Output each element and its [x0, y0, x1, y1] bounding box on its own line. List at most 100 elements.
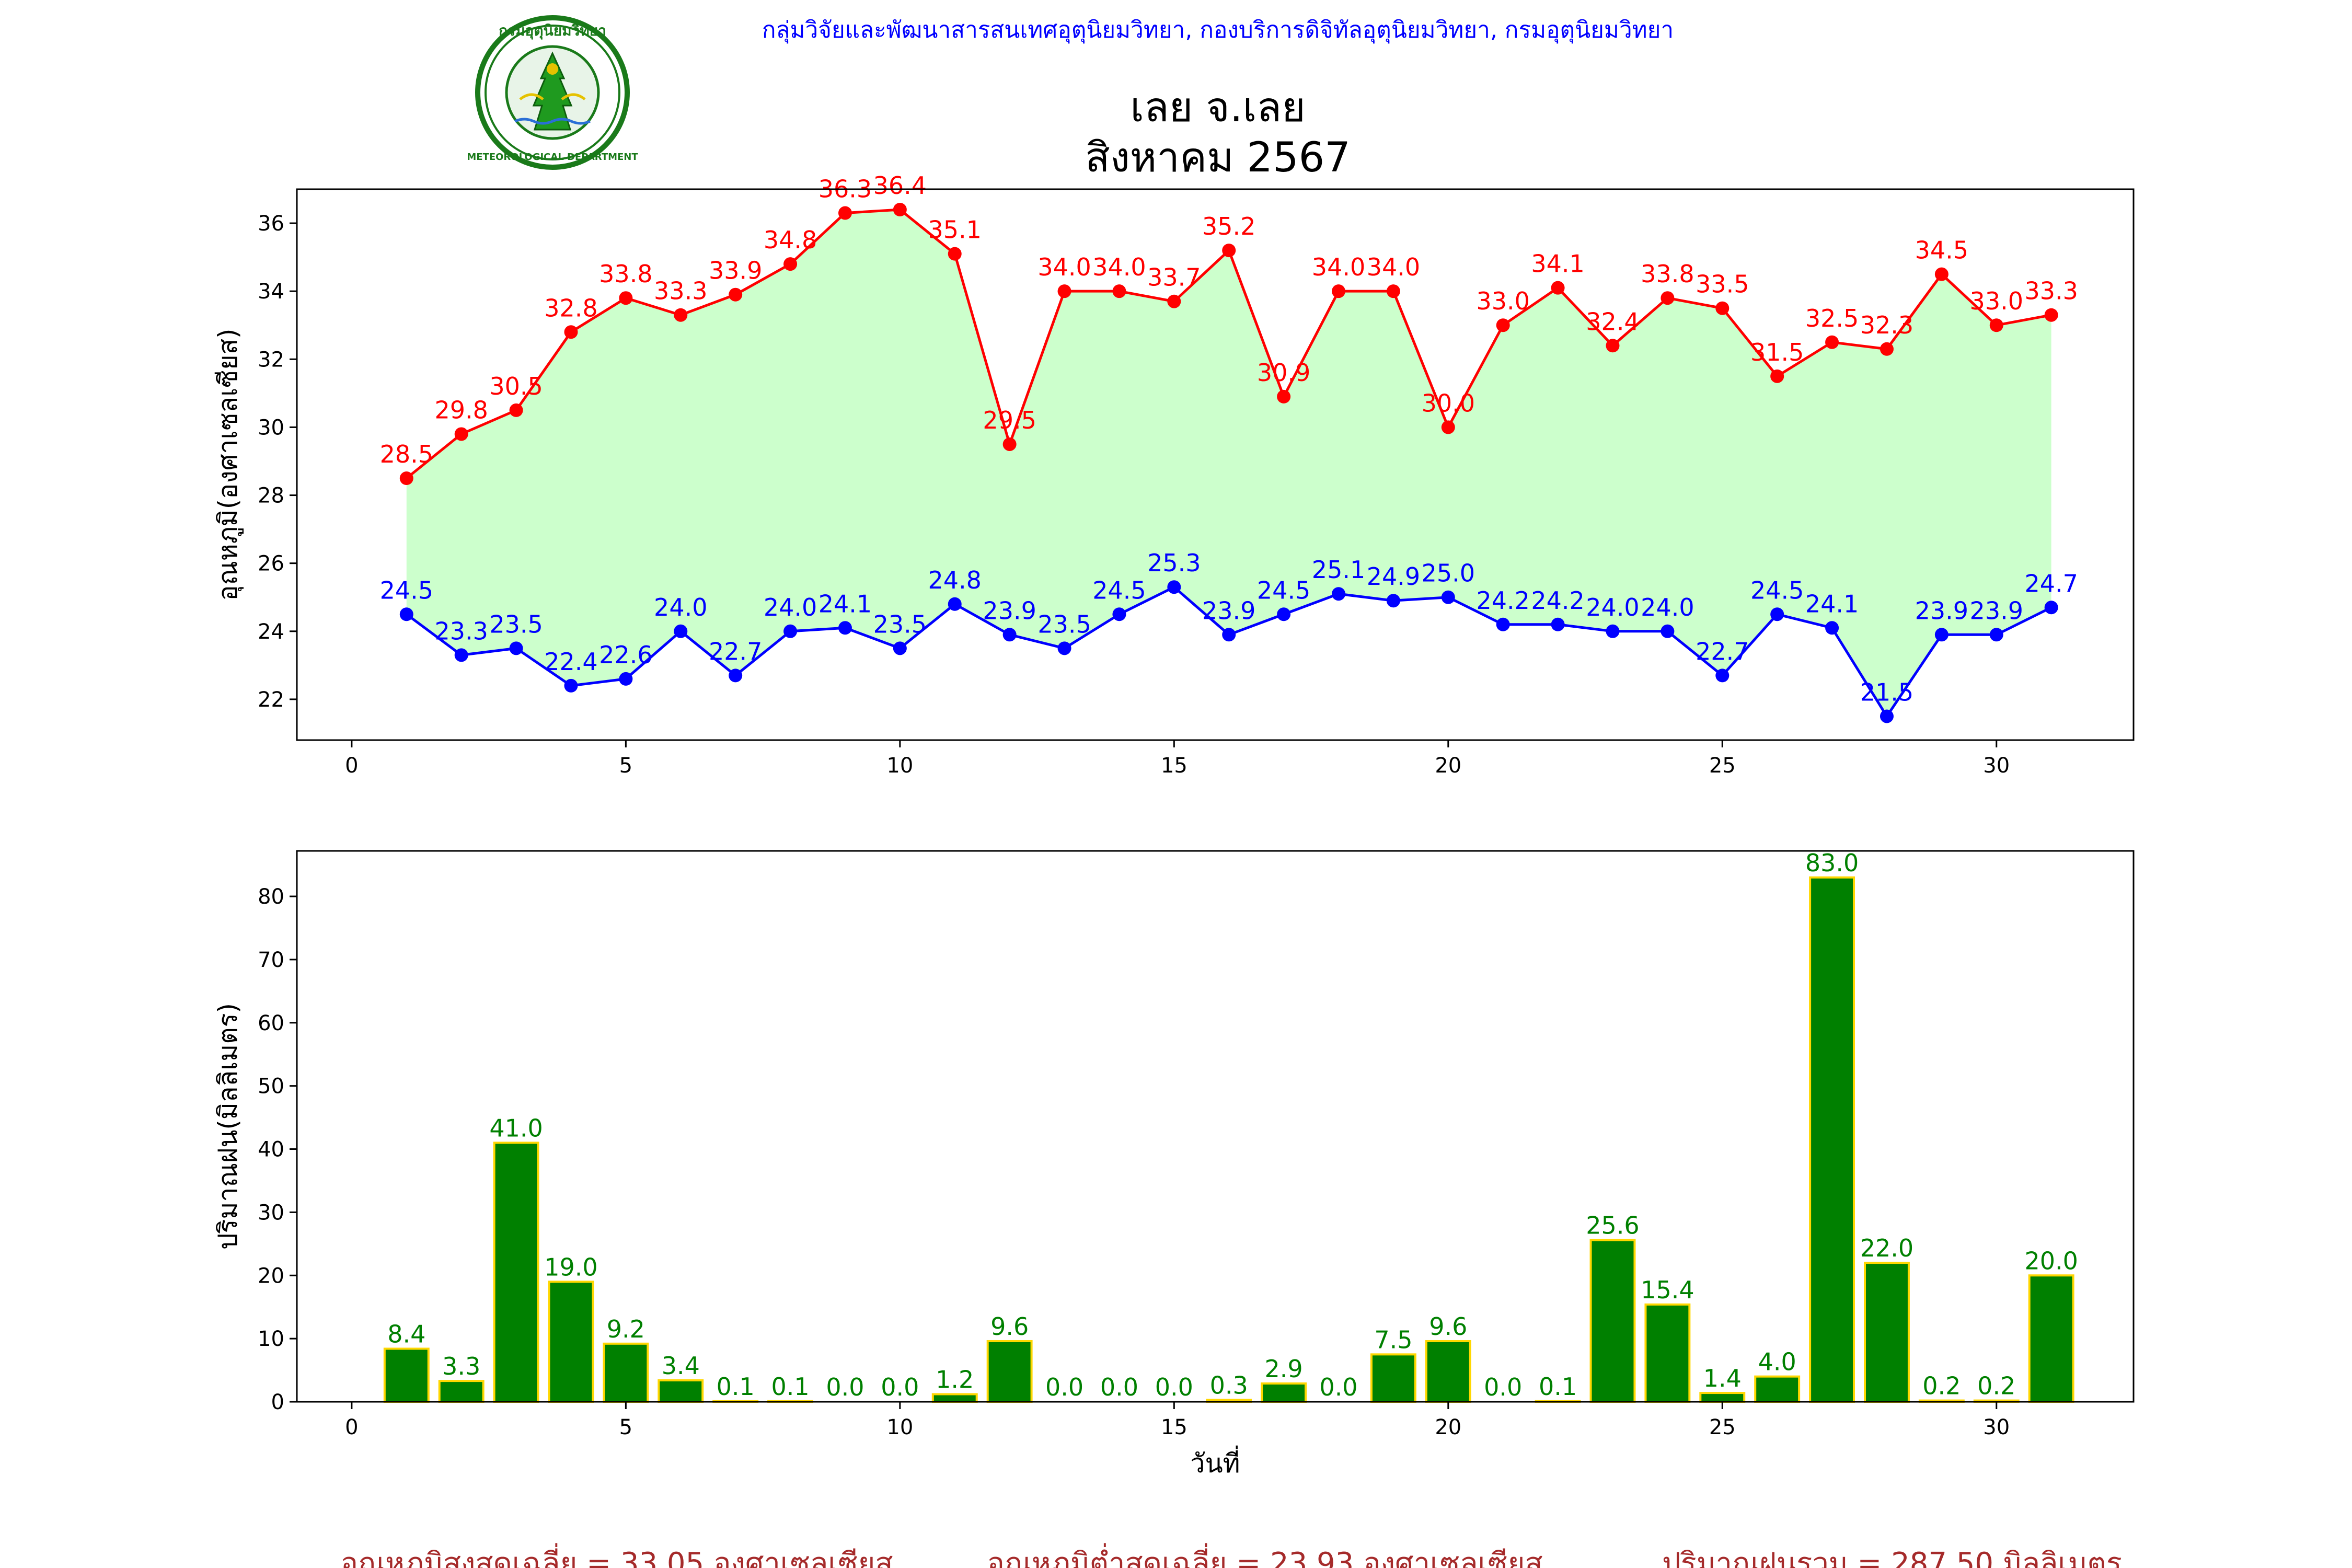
max-temp-data-label: 34.1	[1531, 250, 1584, 278]
max-temp-data-label: 32.3	[1860, 311, 1913, 339]
max-temp-point	[2044, 308, 2058, 322]
min-temp-point	[509, 641, 523, 655]
max-temp-data-label: 32.5	[1805, 304, 1859, 332]
min-temp-data-label: 23.9	[1202, 596, 1255, 625]
max-temp-data-label: 33.9	[709, 257, 762, 285]
rain-bar-data-label: 19.0	[544, 1253, 597, 1281]
chart-title-station: เลย จ.เลย	[1130, 84, 1306, 131]
rainfall-x-tick-label: 30	[1983, 1415, 2010, 1439]
rain-bar	[548, 1281, 594, 1403]
temperature-x-tick-label: 25	[1709, 754, 1736, 778]
min-temp-point	[1715, 668, 1730, 683]
rain-bar-data-label: 3.4	[662, 1352, 700, 1380]
rain-bar-data-label: 0.1	[1539, 1373, 1577, 1401]
max-temp-point	[1715, 301, 1730, 315]
meteorological-department-logo: กรมอุตุนิยมวิทยา METEOROLOGICAL DEPARTME…	[467, 15, 638, 170]
rain-bar	[1425, 1340, 1471, 1403]
temperature-x-tick-label: 5	[619, 754, 632, 778]
rain-bar	[1370, 1353, 1416, 1403]
min-temp-point	[1551, 617, 1565, 631]
min-temp-data-label: 24.0	[1586, 593, 1639, 621]
rainfall-x-tick-label: 0	[345, 1415, 358, 1439]
max-temp-point	[1880, 342, 1894, 356]
rain-bar-data-label: 1.4	[1703, 1364, 1742, 1392]
rain-bar-data-label: 7.5	[1374, 1325, 1412, 1354]
min-temp-point	[1002, 628, 1017, 642]
temperature-y-tick-label: 34	[258, 280, 284, 304]
rain-bar	[1644, 1303, 1691, 1403]
rain-bar-data-label: 8.4	[387, 1320, 425, 1348]
max-temp-point	[674, 308, 688, 322]
min-temp-point	[454, 648, 468, 662]
max-temp-data-label: 31.5	[1750, 338, 1804, 366]
max-temp-point	[454, 427, 468, 441]
summary-avg-max-temp: อุณหภูมิสูงสุดเฉลี่ย = 33.05 องศาเซลเซีย…	[340, 1543, 893, 1568]
max-temp-data-label: 29.8	[434, 396, 488, 424]
min-temp-point	[1934, 628, 1949, 642]
rain-bar	[986, 1340, 1033, 1403]
max-temp-point	[729, 287, 743, 302]
rainfall-y-axis-label: ปริมาณฝน(มิลลิเมตร)	[213, 1003, 243, 1250]
rainfall-y-tick-label: 20	[258, 1264, 284, 1288]
min-temp-data-label: 22.7	[709, 637, 762, 665]
max-temp-point	[1496, 318, 1510, 332]
max-temp-data-label: 34.8	[764, 226, 817, 254]
max-temp-data-label: 33.3	[2024, 277, 2078, 305]
min-temp-data-label: 23.9	[1970, 596, 2023, 625]
rain-bar-data-label: 15.4	[1641, 1276, 1694, 1304]
min-temp-data-label: 24.5	[1750, 576, 1804, 604]
max-temp-data-label: 34.5	[1915, 236, 1968, 264]
rain-bar-data-label: 9.6	[990, 1312, 1029, 1341]
max-temp-data-label: 35.2	[1202, 212, 1255, 240]
min-temp-point	[1661, 624, 1675, 638]
max-temp-point	[399, 471, 413, 486]
min-temp-data-label: 25.3	[1147, 549, 1201, 577]
max-temp-data-label: 34.0	[1092, 253, 1146, 281]
temperature-x-tick-label: 0	[345, 754, 358, 778]
min-temp-data-label: 24.1	[818, 590, 872, 618]
rain-bar	[1809, 876, 1855, 1403]
max-temp-data-label: 30.0	[1422, 389, 1475, 417]
rain-bar-data-label: 0.0	[1155, 1373, 1193, 1401]
max-temp-data-label: 33.0	[1970, 287, 2023, 315]
min-temp-data-label: 23.3	[434, 617, 488, 645]
rainfall-y-tick-label: 50	[258, 1075, 284, 1099]
rain-bar-data-label: 0.1	[717, 1373, 755, 1401]
max-temp-data-label: 34.0	[1037, 253, 1091, 281]
temperature-plot-frame	[296, 188, 2135, 741]
min-temp-data-label: 24.0	[764, 593, 817, 621]
temperature-x-tick-label: 15	[1161, 754, 1187, 778]
max-temp-point	[893, 203, 907, 217]
temperature-y-tick-label: 24	[258, 620, 284, 644]
rain-bar-data-label: 0.0	[881, 1373, 919, 1401]
rain-bar	[1261, 1382, 1307, 1403]
rain-bar-data-label: 0.3	[1210, 1371, 1248, 1399]
max-temp-point	[564, 325, 578, 339]
rain-bar-data-label: 9.2	[607, 1315, 645, 1343]
temperature-y-tick-label: 32	[258, 348, 284, 372]
min-temp-data-label: 24.5	[380, 576, 433, 604]
rainfall-x-axis-label: วันที่	[1190, 1446, 1240, 1479]
min-temp-data-label: 24.0	[654, 593, 707, 621]
max-temp-data-label: 33.0	[1476, 287, 1529, 315]
rainfall-panel: 8.4 3.3 41.0 19.0 9.2 3.4 0.1 0.1 0.0 0.0 1.2 9.6 0.…	[213, 849, 2135, 1479]
max-temp-data-label: 32.8	[544, 294, 597, 322]
rain-bar-data-label: 0.2	[1977, 1372, 2015, 1400]
min-temp-point	[674, 624, 688, 638]
max-temp-data-label: 29.5	[983, 406, 1036, 434]
max-temp-data-label: 36.4	[873, 171, 927, 200]
min-temp-point	[1332, 587, 1346, 601]
temperature-x-tick-label: 10	[886, 754, 913, 778]
rain-bar	[1864, 1262, 1910, 1403]
min-temp-point	[783, 624, 798, 638]
temperature-y-tick-label: 22	[258, 688, 284, 712]
min-temp-data-label: 23.5	[489, 610, 543, 638]
max-temp-point	[1551, 281, 1565, 295]
rain-bar	[383, 1347, 430, 1403]
rain-bar-data-label: 0.1	[771, 1373, 809, 1401]
max-temp-data-label: 35.1	[928, 216, 982, 244]
max-temp-data-label: 34.0	[1312, 253, 1365, 281]
logo-top-text: กรมอุตุนิยมวิทยา	[499, 22, 606, 40]
max-temp-data-label: 33.8	[1641, 260, 1694, 288]
